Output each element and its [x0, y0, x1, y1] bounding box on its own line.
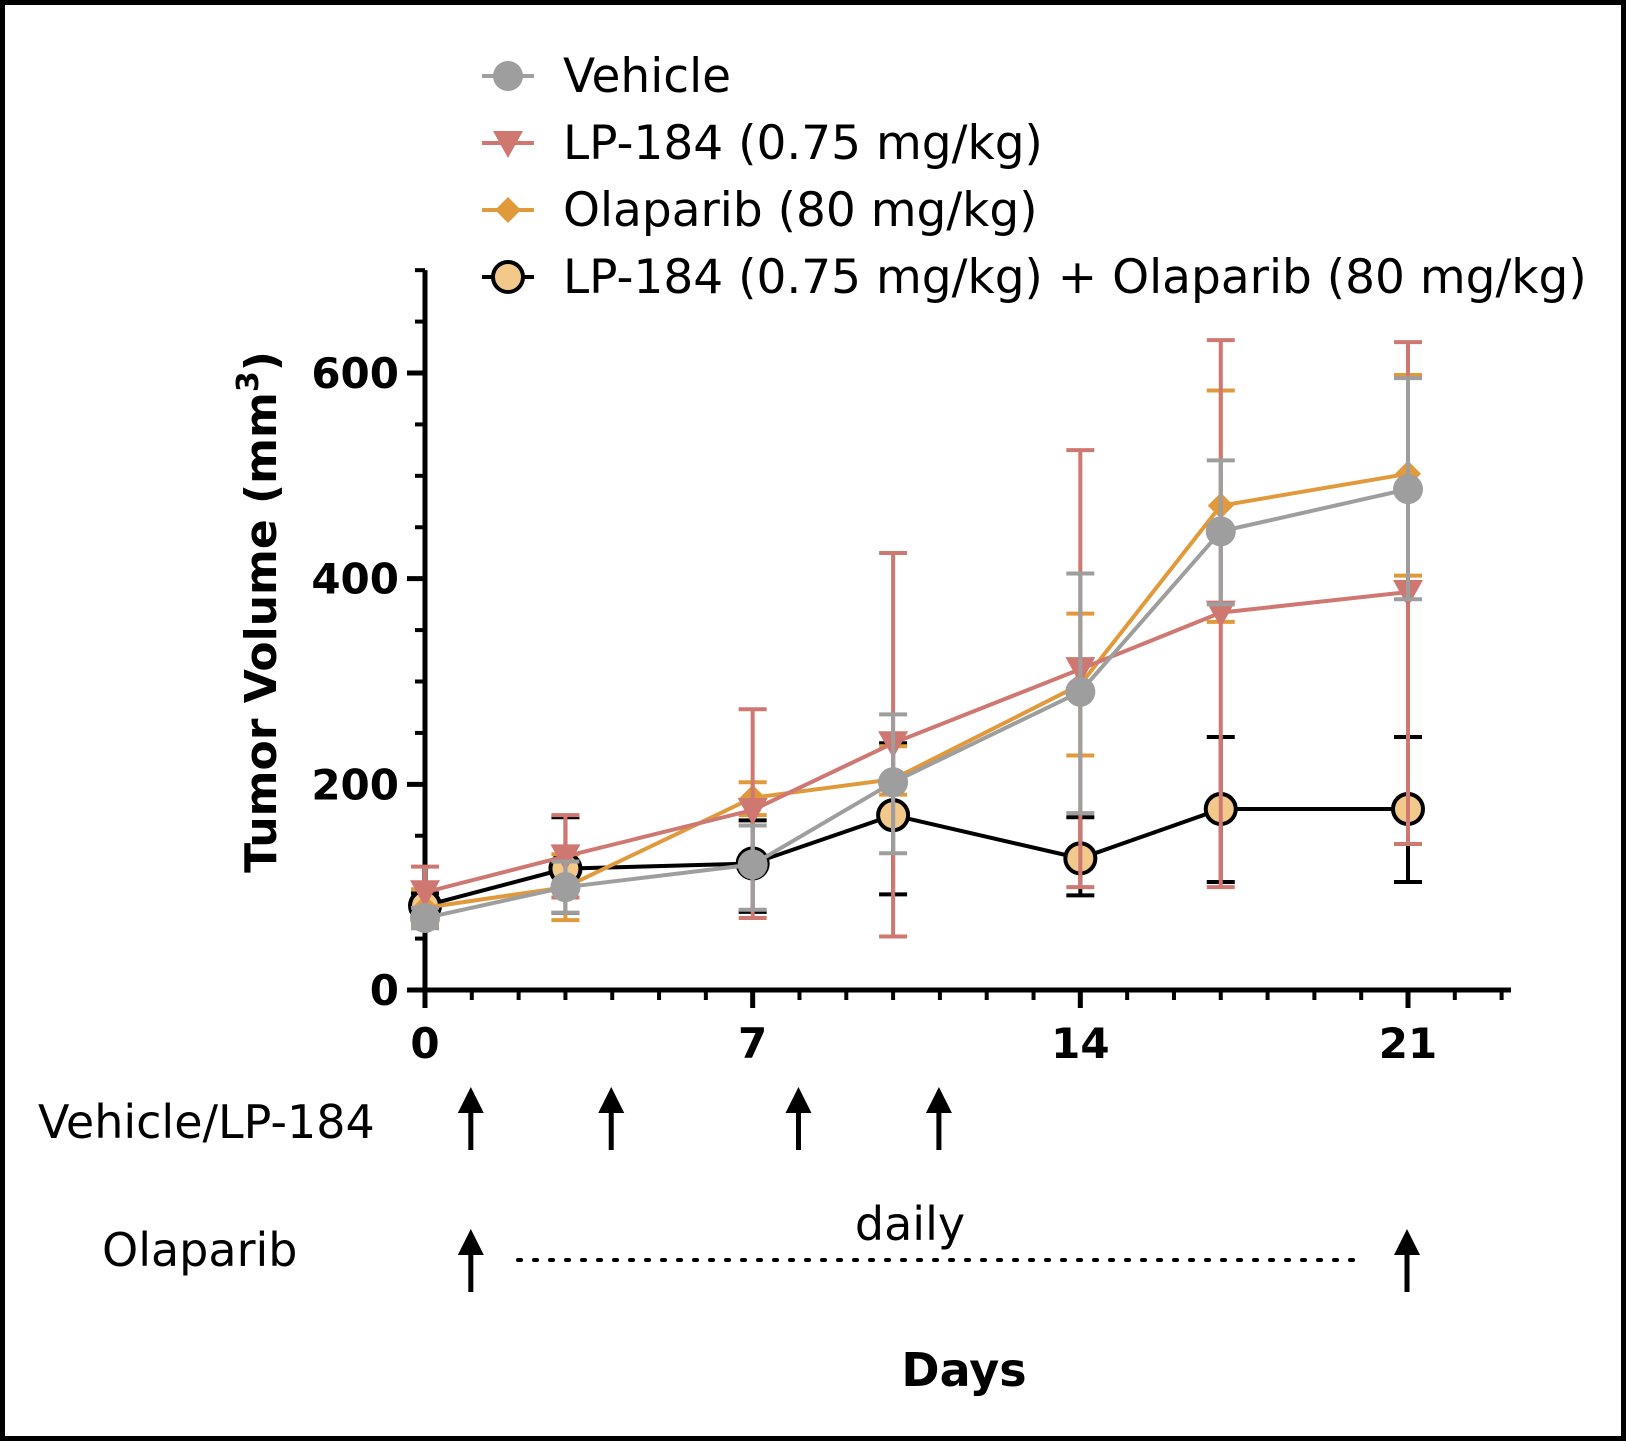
arrow-head: [598, 1087, 625, 1113]
series-line: [424, 471, 1409, 910]
axes: 0 200 400 600 0 7 14 21: [311, 268, 1511, 1068]
legend-item: Vehicle: [482, 49, 731, 104]
legend-marker: [495, 197, 521, 223]
data-point: [1205, 600, 1236, 628]
arrow-head: [785, 1087, 812, 1113]
legend-item: LP-184 (0.75 mg/kg): [482, 116, 1043, 171]
daily-label: daily: [855, 1197, 965, 1251]
data-point: [410, 903, 440, 934]
arrow-head: [925, 1087, 952, 1113]
series-2: [411, 373, 1422, 929]
legend-label: LP-184 (0.75 mg/kg): [563, 116, 1043, 171]
data-point: [1205, 516, 1236, 547]
legend-item: Olaparib (80 mg/kg): [482, 183, 1038, 238]
data-point: [1393, 474, 1423, 505]
up-arrow-icon: [598, 1087, 625, 1150]
y-tick-label: 0: [370, 966, 399, 1015]
data-point: [1065, 676, 1096, 707]
y-tick-label: 600: [311, 349, 399, 398]
data-point: [737, 798, 768, 826]
up-arrow-icon: [457, 1229, 484, 1292]
data-point: [878, 767, 909, 798]
arrow-head: [457, 1087, 484, 1113]
data-point: [550, 872, 581, 903]
legend-marker: [493, 61, 523, 91]
data-point: [410, 880, 440, 908]
x-tick-label: 21: [1379, 1019, 1437, 1068]
up-arrow-icon: [925, 1087, 952, 1150]
legend-item: LP-184 (0.75 mg/kg) + Olaparib (80 mg/kg…: [482, 250, 1587, 305]
dose-arrows: [457, 1087, 1420, 1292]
data-point: [737, 849, 768, 880]
olaparib-schedule-label: Olaparib: [102, 1223, 297, 1277]
y-tick-label: 200: [311, 760, 399, 809]
y-tick-label: 400: [311, 555, 399, 604]
x-tick-label: 14: [1051, 1019, 1109, 1068]
legend-label: LP-184 (0.75 mg/kg) + Olaparib (80 mg/kg…: [563, 250, 1587, 305]
arrow-head: [1394, 1229, 1420, 1255]
legend-label: Olaparib (80 mg/kg): [563, 183, 1038, 238]
x-tick-label: 0: [410, 1019, 439, 1068]
up-arrow-icon: [1394, 1229, 1420, 1292]
up-arrow-icon: [457, 1087, 484, 1150]
legend-label: Vehicle: [563, 49, 731, 104]
x-axis-label: Days: [901, 1343, 1026, 1397]
series-1: [410, 338, 1423, 939]
plot-area: [408, 338, 1425, 939]
legend-marker: [491, 260, 525, 294]
series-0: [410, 376, 1423, 934]
x-tick-label: 7: [738, 1019, 767, 1068]
vehicle-lp184-schedule-label: Vehicle/LP-184: [38, 1095, 375, 1149]
legend: Vehicle LP-184 (0.75 mg/kg) Olaparib (80 m…: [482, 49, 1587, 305]
arrow-head: [457, 1229, 484, 1255]
legend-marker: [493, 131, 523, 158]
y-axis-label: Tumor Volume (mm3): [231, 351, 287, 873]
data-point: [550, 844, 581, 872]
up-arrow-icon: [785, 1087, 812, 1150]
